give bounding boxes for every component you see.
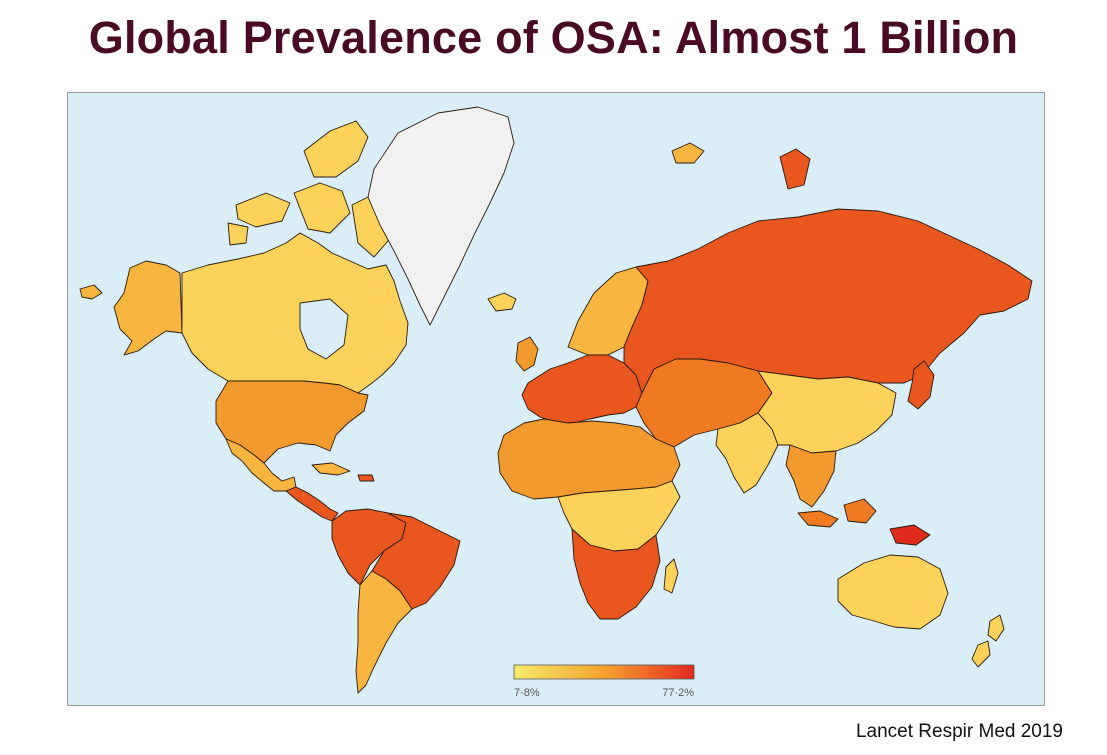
region-madagascar[interactable] bbox=[663, 558, 679, 594]
legend-min-label: 7·8% bbox=[514, 687, 540, 699]
region-indonesia-1[interactable] bbox=[797, 510, 839, 528]
region-new-zealand-north[interactable] bbox=[987, 614, 1005, 642]
region-india[interactable] bbox=[715, 412, 779, 494]
region-indonesia-3[interactable] bbox=[889, 524, 931, 546]
region-iceland[interactable] bbox=[487, 292, 517, 312]
legend: 7·8% 77·2% bbox=[513, 664, 695, 699]
region-indonesia-2[interactable] bbox=[843, 498, 877, 524]
region-central-america[interactable] bbox=[285, 486, 339, 522]
region-uk[interactable] bbox=[515, 336, 539, 372]
citation: Lancet Respir Med 2019 bbox=[855, 721, 1063, 742]
region-japan[interactable] bbox=[907, 360, 935, 410]
region-arctic-islands-5[interactable] bbox=[227, 222, 249, 246]
region-greenland[interactable] bbox=[367, 106, 515, 326]
region-south-america-south[interactable] bbox=[355, 570, 413, 694]
region-china[interactable] bbox=[757, 370, 897, 454]
region-arctic-russia-island[interactable] bbox=[779, 148, 811, 190]
world-map-svg: 7·8% 77·2% bbox=[68, 93, 1044, 705]
region-arctic-islands-2[interactable] bbox=[235, 192, 291, 228]
region-caribbean-cuba[interactable] bbox=[311, 462, 351, 476]
legend-color-bar bbox=[513, 664, 695, 680]
region-australia[interactable] bbox=[837, 554, 949, 630]
world-map: 7·8% 77·2% bbox=[67, 92, 1045, 706]
region-alaska[interactable] bbox=[113, 260, 183, 356]
region-arctic-islands-3[interactable] bbox=[293, 182, 351, 234]
region-caribbean-hispaniola[interactable] bbox=[357, 474, 375, 482]
region-europe-west[interactable] bbox=[521, 354, 643, 424]
region-southeast-asia[interactable] bbox=[785, 444, 837, 508]
hudson-bay bbox=[299, 298, 349, 360]
slide-title: Global Prevalence of OSA: Almost 1 Billi… bbox=[88, 12, 1019, 63]
region-svalbard[interactable] bbox=[671, 142, 705, 164]
region-alaska-islands[interactable] bbox=[79, 284, 103, 300]
region-africa-south[interactable] bbox=[571, 528, 661, 620]
legend-max-label: 77·2% bbox=[662, 687, 694, 699]
region-arctic-islands-1[interactable] bbox=[303, 120, 369, 178]
region-new-zealand-south[interactable] bbox=[971, 640, 991, 668]
